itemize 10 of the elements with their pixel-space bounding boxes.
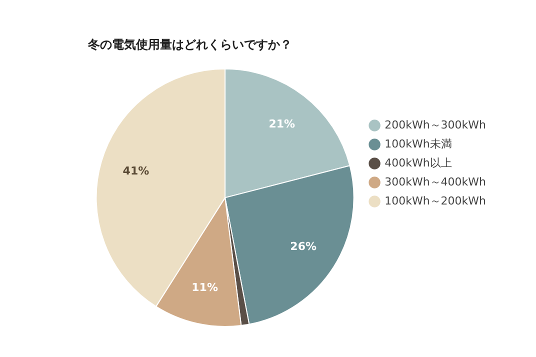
legend-label: 200kWh～300kWh [384, 118, 486, 132]
data-label: 41% [122, 164, 150, 178]
legend-label: 100kWh未満 [384, 137, 452, 150]
data-label: 11% [192, 281, 218, 294]
legend-label: 100kWh～200kWh [384, 194, 486, 208]
legend-label: 300kWh～400kWh [384, 175, 486, 188]
data-label: 26% [290, 240, 317, 254]
chart-title: 冬の電気使用量はどれくらいですか？ [87, 37, 292, 52]
legend-label: 400kWh以上 [384, 156, 452, 170]
data-label: 21% [268, 117, 296, 130]
